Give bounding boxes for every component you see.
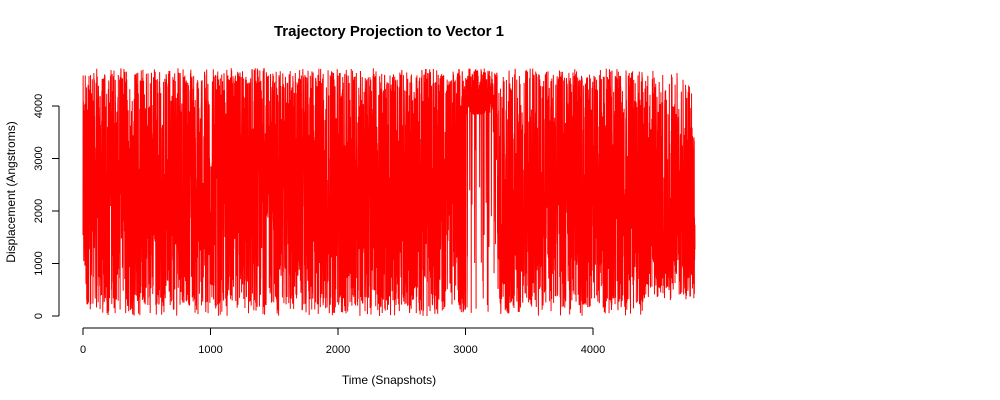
y-axis-label: Displacement (Angstroms): [4, 121, 18, 262]
x-axis: 0 1000 2000 3000 4000: [80, 327, 605, 356]
series-line: [82, 68, 696, 316]
y-tick-label: 1000: [33, 251, 45, 275]
y-tick-label: 0: [33, 313, 45, 319]
chart-title: Trajectory Projection to Vector 1: [274, 23, 504, 40]
y-tick-label: 3000: [33, 146, 45, 170]
x-axis-label: Time (Snapshots): [342, 373, 436, 387]
x-tick-label: 4000: [581, 344, 605, 356]
x-tick-label: 2000: [326, 344, 350, 356]
y-tick-label: 2000: [33, 199, 45, 223]
plot-area: [82, 68, 696, 316]
y-tick-label: 4000: [33, 94, 45, 118]
x-tick-label: 1000: [198, 344, 222, 356]
x-tick-label: 3000: [453, 344, 477, 356]
y-axis: 0 1000 2000 3000 4000: [33, 94, 60, 319]
x-tick-label: 0: [80, 344, 86, 356]
